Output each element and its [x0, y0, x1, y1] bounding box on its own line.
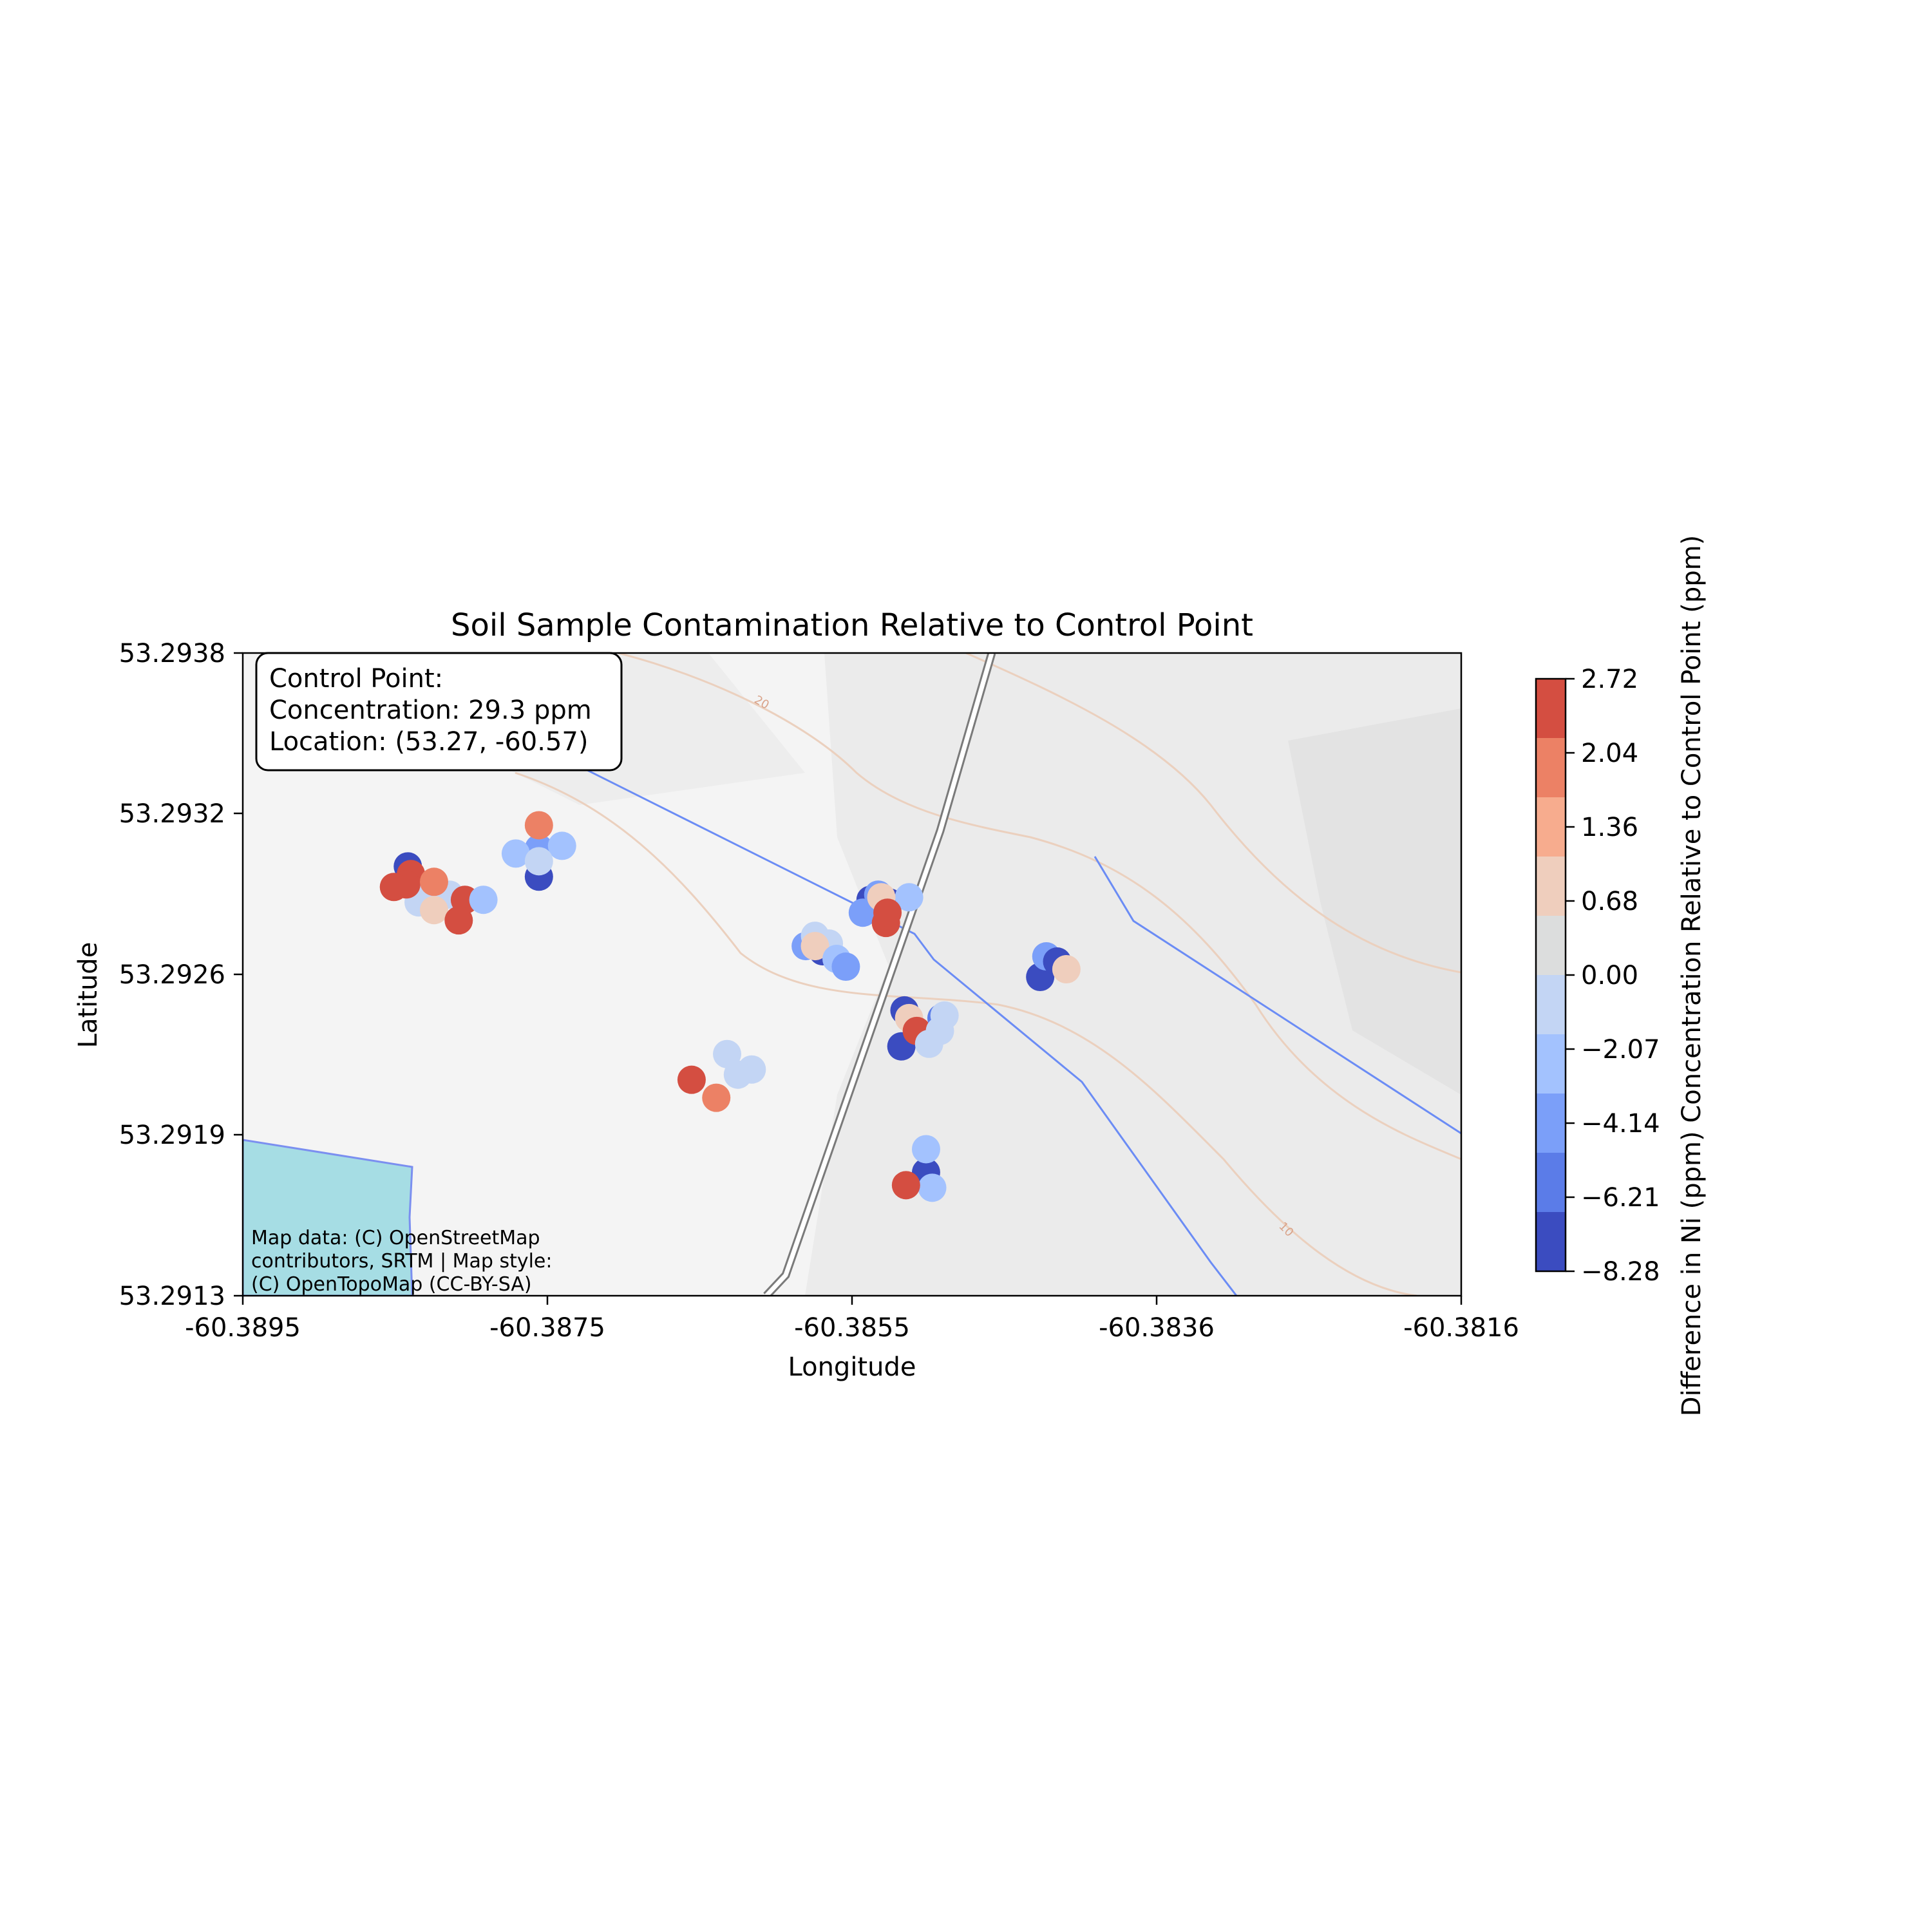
sample-point [419, 896, 448, 925]
colorbar-band [1536, 1034, 1566, 1094]
colorbar-label: Difference in Ni (ppm) Concentration Rel… [1677, 535, 1707, 1416]
x-tick-label: -60.3875 [489, 1313, 605, 1343]
colorbar-band [1536, 975, 1566, 1035]
x-axis-label: Longitude [788, 1352, 916, 1382]
colorbar-band [1536, 916, 1566, 976]
y-tick-label: 53.2919 [119, 1121, 225, 1150]
colorbar: 2.72 2.04 1.36 0.68 0.00 −2.07 −4.14 −6.21 −8.28… [1535, 535, 1707, 1416]
colorbar-band [1536, 1212, 1566, 1272]
sample-point [524, 847, 553, 876]
colorbar-tick-label: 2.72 [1581, 665, 1638, 694]
colorbar-band [1536, 1094, 1566, 1153]
sample-point [547, 831, 576, 860]
y-axis-label: Latitude [73, 942, 103, 1048]
colorbar-band [1536, 1153, 1566, 1213]
attribution-line: (C) OpenTopoMap (CC-BY-SA) [251, 1273, 532, 1296]
colorbar-tick-label: 2.04 [1581, 739, 1638, 768]
control-point-frame [255, 652, 623, 772]
colorbar-band [1536, 797, 1566, 857]
x-tick-label: -60.3895 [185, 1313, 301, 1343]
sample-point [930, 1001, 959, 1030]
scatter-points [379, 811, 1081, 1202]
sample-point [873, 898, 902, 927]
sample-point [501, 839, 530, 868]
sample-point [723, 1060, 752, 1089]
sample-point [891, 1171, 920, 1200]
control-point-box: Control Point: Concentration: 29.3 ppm L… [255, 652, 623, 772]
map-attribution: Map data: (C) OpenStreetMap contributors… [251, 1227, 553, 1296]
sample-point [702, 1083, 731, 1112]
contour-line-20 [618, 653, 1461, 1160]
road [764, 653, 994, 1296]
sample-point [895, 883, 923, 912]
y-tick-label: 53.2926 [119, 960, 225, 990]
sample-point [911, 1135, 940, 1164]
colorbar-tick-label: −8.28 [1581, 1257, 1660, 1287]
sample-point [444, 906, 473, 935]
contour-line-10 [515, 772, 1417, 1296]
sample-point [918, 1173, 947, 1202]
colorbar-band [1536, 738, 1566, 798]
chart-title: Soil Sample Contamination Relative to Co… [451, 607, 1253, 643]
stream [1094, 856, 1461, 1135]
x-tick-label: -60.3816 [1403, 1313, 1519, 1343]
y-tick-label: 53.2932 [119, 799, 225, 829]
terrain-shade [805, 653, 1461, 1296]
lake [243, 1139, 413, 1296]
x-axis: -60.3895 -60.3875 -60.3855 -60.3836 -60.… [185, 1296, 1519, 1382]
sample-point [379, 873, 408, 902]
colorbar-tick-label: 0.00 [1581, 961, 1638, 990]
sample-point [469, 886, 498, 914]
sample-point [677, 1065, 706, 1094]
colorbar-tick-label: −6.21 [1581, 1183, 1660, 1213]
y-axis: 53.2938 53.2932 53.2926 53.2919 53.2913 … [73, 639, 243, 1311]
colorbar-ticks: 2.72 2.04 1.36 0.68 0.00 −2.07 −4.14 −6.21 −8.28 [1566, 665, 1660, 1287]
sample-point [831, 952, 860, 981]
y-tick-label: 53.2913 [119, 1282, 225, 1311]
colorbar-band [1536, 679, 1566, 739]
map-background: 20 10 [243, 653, 1461, 1296]
control-point-location: Location: (53.27, -60.57) [269, 727, 588, 757]
control-point-heading: Control Point: [269, 664, 443, 694]
sample-point [524, 811, 553, 840]
sample-point [800, 932, 829, 961]
colorbar-tick-label: 0.68 [1581, 887, 1638, 916]
colorbar-tick-label: −4.14 [1581, 1109, 1660, 1139]
x-tick-label: -60.3836 [1099, 1313, 1215, 1343]
colorbar-bands [1536, 679, 1566, 1272]
y-tick-label: 53.2938 [119, 639, 225, 668]
contour-line [965, 653, 1461, 974]
attribution-line: contributors, SRTM | Map style: [251, 1250, 553, 1273]
colorbar-band [1536, 857, 1566, 916]
colorbar-tick-label: −2.07 [1581, 1035, 1660, 1065]
control-point-concentration: Concentration: 29.3 ppm [269, 696, 592, 725]
x-tick-label: -60.3855 [794, 1313, 910, 1343]
sample-point [1052, 955, 1081, 984]
colorbar-tick-label: 1.36 [1581, 813, 1638, 842]
sample-point [419, 867, 448, 896]
attribution-line: Map data: (C) OpenStreetMap [251, 1227, 540, 1249]
terrain-shade-dark [1288, 708, 1461, 1095]
